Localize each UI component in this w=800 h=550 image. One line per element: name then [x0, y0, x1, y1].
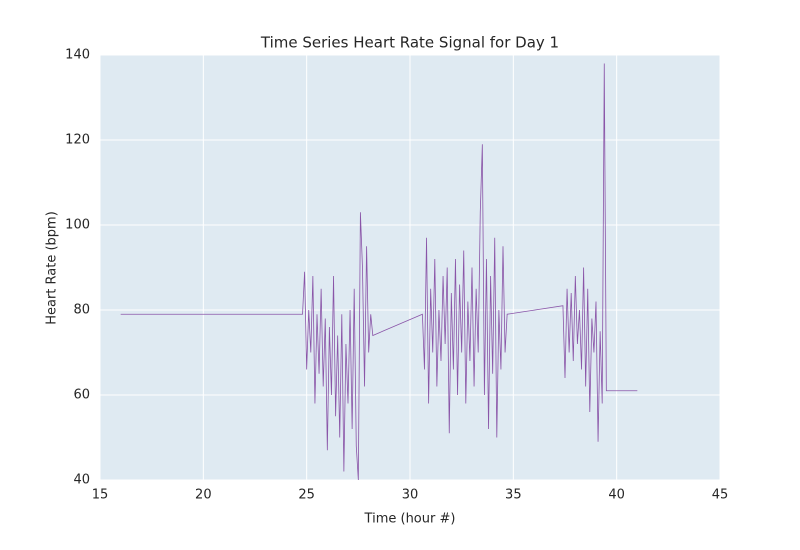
x-axis-label: Time (hour #) [364, 512, 456, 527]
x-tick-label: 30 [402, 488, 419, 503]
x-tick-label: 35 [505, 488, 522, 503]
y-tick-label: 80 [73, 303, 90, 318]
x-tick-label: 25 [298, 488, 315, 503]
y-tick-label: 100 [65, 218, 90, 233]
y-axis-label: Heart Rate (bpm) [45, 211, 60, 325]
x-tick-label: 40 [608, 488, 625, 503]
x-tick-label: 45 [712, 488, 729, 503]
x-tick-label: 15 [92, 488, 109, 503]
y-tick-label: 60 [73, 388, 90, 403]
y-tick-label: 120 [65, 133, 90, 148]
y-tick-label: 140 [65, 48, 90, 63]
chart-title: Time Series Heart Rate Signal for Day 1 [260, 34, 559, 52]
y-tick-label: 40 [73, 473, 90, 488]
line-series [120, 63, 638, 481]
x-tick-label: 20 [195, 488, 212, 503]
